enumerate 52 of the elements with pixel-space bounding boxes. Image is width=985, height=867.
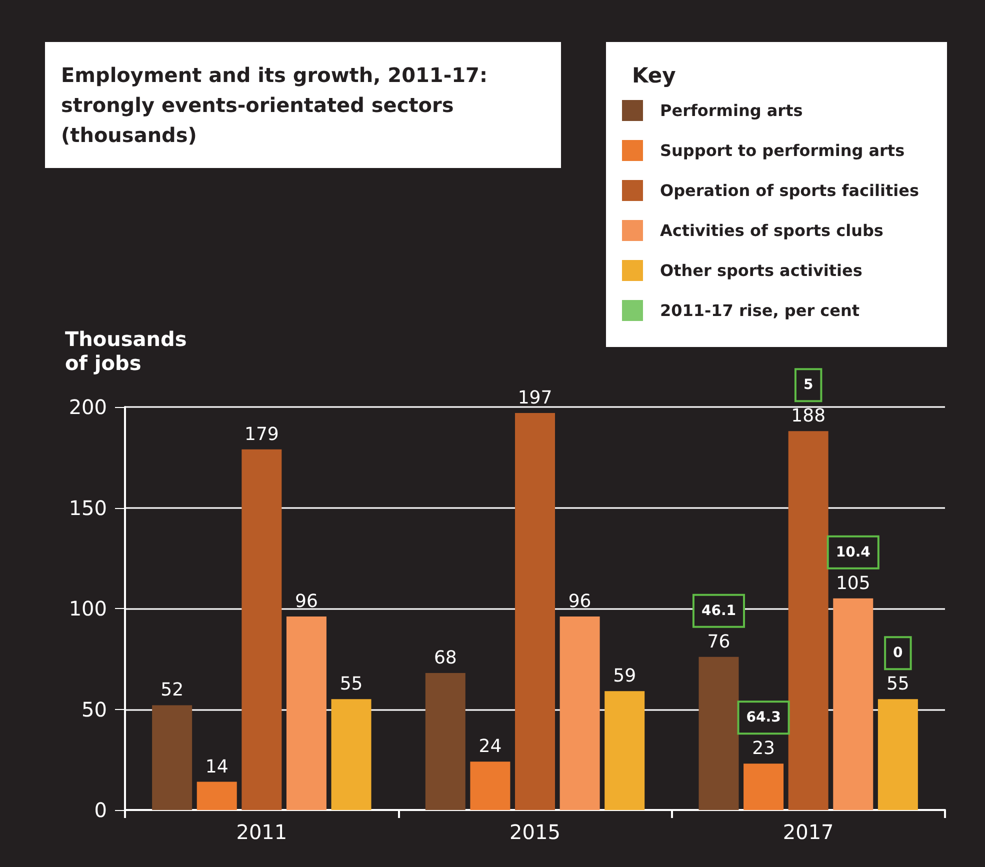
bar [196, 782, 237, 810]
y-tick-label: 0 [94, 798, 107, 822]
annotation: 64.3 [746, 710, 781, 726]
bar [331, 699, 372, 810]
data-label: 68 [434, 647, 457, 668]
data-label: 105 [836, 572, 870, 594]
data-label: 197 [518, 388, 552, 409]
annotation: 10.4 [836, 544, 871, 560]
bar [744, 764, 784, 810]
bar [560, 616, 600, 810]
data-label: 76 [707, 631, 730, 652]
x-tick-label: 2017 [782, 820, 834, 844]
x-tick-label: 2011 [236, 820, 288, 844]
legend-title: Key [632, 64, 676, 88]
y-tick-label: 50 [82, 697, 107, 722]
y-axis-title: Thousands of jobs [65, 327, 194, 375]
bar [878, 699, 918, 810]
bar [604, 691, 645, 810]
data-label: 188 [791, 406, 826, 427]
bar [286, 616, 326, 810]
x-tick-label: 2015 [510, 820, 560, 844]
data-label: 24 [478, 736, 502, 758]
data-label: 179 [244, 424, 279, 445]
data-label: 55 [340, 674, 363, 695]
y-tick-label: 150 [68, 496, 107, 520]
legend-label: Support to performing arts [660, 141, 905, 160]
bar [833, 598, 874, 810]
annotation: 46.1 [701, 602, 736, 619]
chart-title: Employment and its growth, 2011-17: strongly events-orientated sectors (thousands) [61, 63, 494, 147]
bar [470, 762, 510, 810]
legend-label: Other sports activities [660, 261, 862, 280]
legend-label: Activities of sports clubs [660, 221, 884, 240]
data-label: 96 [295, 591, 318, 612]
bar [242, 449, 282, 810]
bar [152, 705, 192, 810]
data-label: 14 [205, 756, 228, 778]
legend-label: Performing arts [660, 101, 803, 120]
text: 5 [803, 377, 814, 394]
y-tick-label: 100 [68, 596, 107, 620]
data-label: 55 [886, 674, 910, 695]
bar [425, 672, 466, 810]
data-label: 52 [160, 680, 184, 701]
bar [515, 413, 555, 810]
legend-label: Operation of sports facilities [660, 181, 920, 200]
bar [698, 656, 739, 810]
annotation: 0 [893, 645, 904, 662]
legend-label: 2011-17 rise, per cent [660, 301, 860, 320]
data-label: 59 [613, 666, 636, 687]
data-label: 23 [752, 738, 775, 760]
data-label: 96 [568, 591, 592, 612]
bar [788, 431, 828, 810]
y-tick-label: 200 [68, 395, 107, 419]
